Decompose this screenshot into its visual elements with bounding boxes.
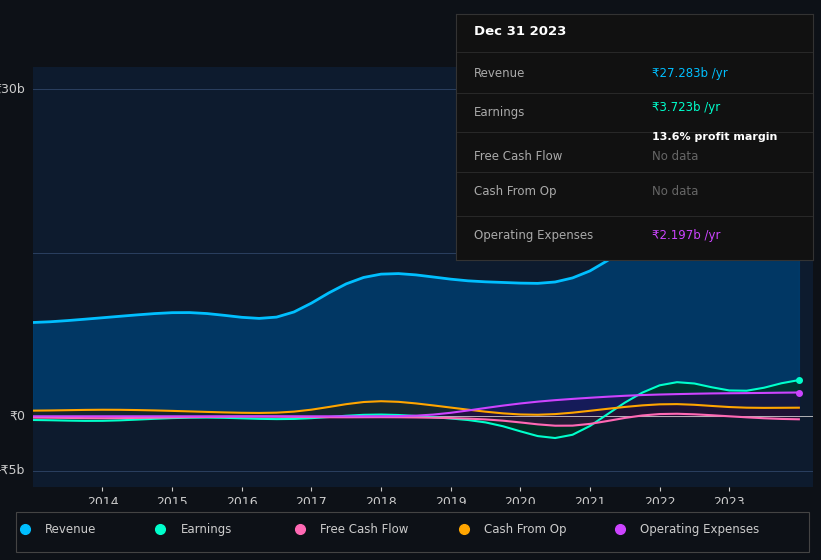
Text: Free Cash Flow: Free Cash Flow bbox=[474, 151, 562, 164]
Text: ₹3.723b /yr: ₹3.723b /yr bbox=[652, 101, 720, 114]
Text: Free Cash Flow: Free Cash Flow bbox=[320, 522, 409, 536]
Text: Operating Expenses: Operating Expenses bbox=[640, 522, 759, 536]
Text: No data: No data bbox=[652, 185, 699, 198]
Text: ₹2.197b /yr: ₹2.197b /yr bbox=[652, 229, 721, 242]
Text: -₹5b: -₹5b bbox=[0, 464, 25, 477]
Text: Operating Expenses: Operating Expenses bbox=[474, 229, 593, 242]
Text: No data: No data bbox=[652, 151, 699, 164]
Text: Revenue: Revenue bbox=[45, 522, 97, 536]
Text: Cash From Op: Cash From Op bbox=[474, 185, 556, 198]
Text: Dec 31 2023: Dec 31 2023 bbox=[474, 25, 566, 38]
Text: ₹0: ₹0 bbox=[9, 410, 25, 423]
Text: Earnings: Earnings bbox=[181, 522, 232, 536]
Text: 13.6% profit margin: 13.6% profit margin bbox=[652, 132, 777, 142]
Text: ₹30b: ₹30b bbox=[0, 82, 25, 96]
Text: Cash From Op: Cash From Op bbox=[484, 522, 566, 536]
Text: ₹27.283b /yr: ₹27.283b /yr bbox=[652, 67, 728, 80]
Text: Earnings: Earnings bbox=[474, 106, 525, 119]
Text: Revenue: Revenue bbox=[474, 67, 525, 80]
